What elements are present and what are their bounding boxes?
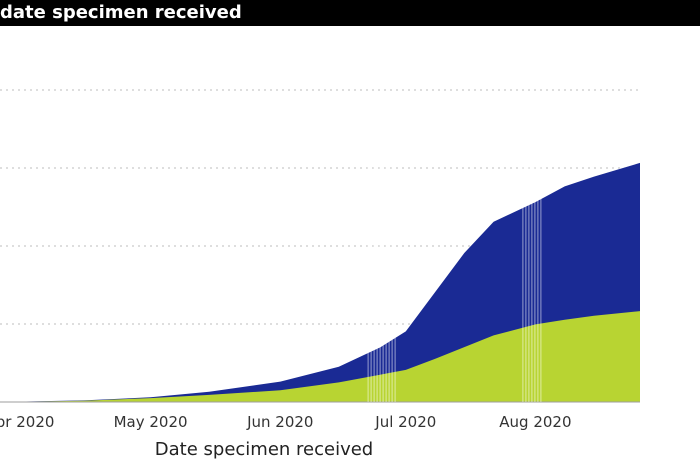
- x-tick-label: Jun 2020: [246, 413, 313, 431]
- title-bar: date specimen received: [0, 0, 700, 26]
- x-tick-labels: pr 2020 May 2020 Jun 2020 Jul 2020 Aug 2020: [0, 413, 572, 431]
- x-axis-title: Date specimen received: [155, 439, 373, 460]
- chart-title: date specimen received: [0, 2, 242, 23]
- x-tick-label: pr 2020: [0, 413, 54, 431]
- gridlines: [0, 89, 640, 325]
- x-tick-label: Aug 2020: [499, 413, 571, 431]
- highlight-bands: [367, 160, 542, 402]
- x-tick-label: Jul 2020: [374, 413, 436, 431]
- x-tick-label: May 2020: [114, 413, 188, 431]
- area-series: [0, 162, 640, 403]
- area-series-1: [0, 311, 640, 402]
